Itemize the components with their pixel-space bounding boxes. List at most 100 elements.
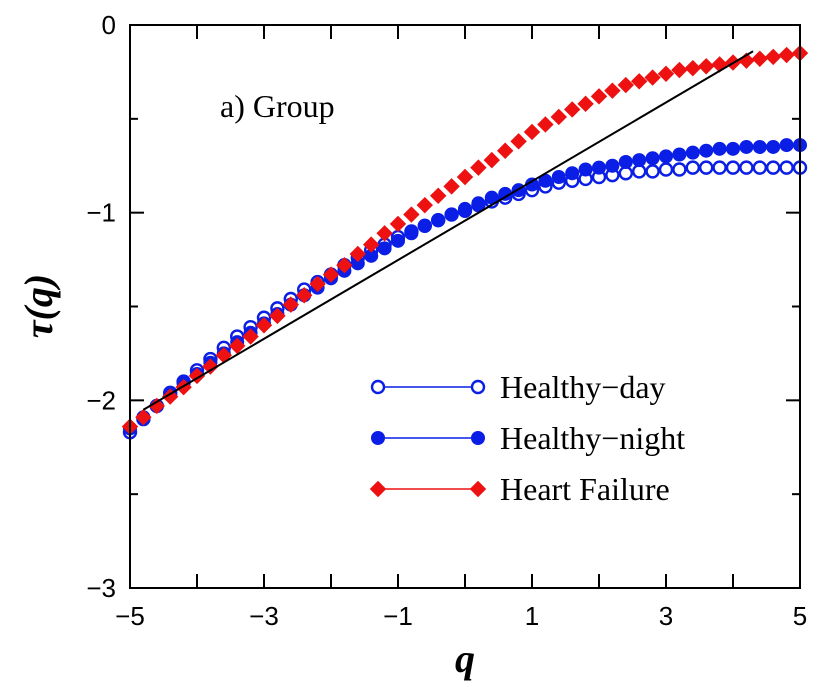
data-point — [645, 164, 660, 179]
data-point — [496, 142, 514, 159]
data-point — [577, 95, 594, 113]
tick-labels: −5 −3 −1 1 3 50−1−2−3 — [86, 10, 807, 631]
data-point — [671, 61, 688, 79]
data-point — [404, 226, 419, 241]
data-point — [592, 160, 606, 175]
data-point — [779, 138, 794, 153]
data-point — [228, 337, 246, 355]
data-point — [565, 166, 580, 181]
data-point — [630, 73, 648, 90]
data-point — [658, 162, 674, 177]
x-tick-label: 5 — [793, 601, 807, 631]
data-point — [389, 215, 407, 233]
data-point — [685, 145, 700, 160]
data-point — [617, 76, 635, 94]
data-point — [657, 65, 675, 83]
data-point — [712, 141, 727, 156]
legend-marker — [470, 379, 486, 395]
plot-content — [121, 44, 809, 440]
data-point — [483, 151, 501, 169]
x-tick-label: −5 — [115, 601, 145, 631]
chart-annotation: a) Group — [220, 88, 335, 124]
data-point — [551, 170, 566, 185]
data-point — [416, 196, 434, 214]
data-point — [550, 108, 568, 126]
y-axis-title: τ(q) — [16, 274, 61, 338]
data-point — [148, 397, 166, 415]
data-point — [751, 50, 769, 67]
data-point — [684, 59, 702, 77]
legend-marker — [371, 431, 385, 445]
data-point — [510, 133, 527, 150]
legend-marker — [370, 379, 386, 395]
data-point — [618, 154, 633, 169]
data-point — [362, 236, 380, 253]
y-tick-label: −2 — [86, 385, 116, 415]
data-point — [632, 153, 647, 168]
data-point — [605, 158, 620, 173]
data-point — [645, 151, 660, 166]
data-point — [309, 275, 326, 293]
data-point — [779, 160, 794, 175]
data-point — [752, 139, 767, 154]
reference-line — [142, 50, 754, 411]
data-point — [322, 266, 340, 283]
data-point — [712, 160, 727, 175]
data-point — [336, 257, 353, 274]
x-tick-label: 1 — [525, 601, 539, 631]
x-tick-label: −3 — [249, 601, 279, 631]
legend-label: Healthy−night — [500, 420, 685, 456]
data-point — [685, 160, 700, 175]
data-point — [377, 241, 392, 256]
data-point — [349, 245, 367, 263]
x-axis-title: q — [455, 636, 475, 681]
data-point — [471, 196, 486, 211]
data-point — [376, 225, 393, 242]
data-point — [429, 187, 447, 204]
legend-label: Healthy−day — [500, 369, 666, 405]
data-point — [659, 149, 673, 164]
data-point — [456, 168, 474, 186]
legend-marker — [469, 480, 487, 498]
data-point — [632, 164, 647, 179]
data-point — [739, 160, 754, 175]
data-point — [458, 201, 472, 216]
data-point — [764, 48, 782, 66]
data-point — [726, 141, 740, 156]
data-point — [242, 328, 259, 345]
data-point — [563, 101, 581, 118]
y-tick-label: −1 — [86, 198, 116, 228]
data-point — [431, 213, 446, 228]
data-point — [255, 317, 273, 334]
data-point — [523, 123, 541, 141]
data-point — [295, 287, 313, 304]
data-point — [537, 116, 554, 133]
data-point — [202, 358, 219, 375]
data-point — [672, 162, 687, 177]
series-2 — [121, 44, 809, 435]
data-point — [672, 147, 687, 162]
data-point — [766, 160, 781, 175]
y-tick-label: −3 — [86, 573, 116, 603]
data-point — [739, 139, 754, 154]
data-point — [403, 206, 420, 223]
data-point — [578, 162, 593, 177]
data-point — [443, 178, 460, 195]
data-point — [470, 159, 487, 176]
data-point — [391, 233, 405, 248]
data-point — [725, 160, 741, 175]
legend-marker — [369, 480, 387, 498]
data-point — [711, 56, 728, 73]
x-tick-label: −1 — [383, 601, 413, 631]
data-point — [282, 296, 300, 313]
data-point — [752, 160, 767, 175]
legend: Healthy−day Healthy−night Heart Failure — [369, 369, 685, 507]
data-point — [590, 88, 608, 105]
data-point — [766, 139, 781, 154]
data-point — [778, 46, 795, 64]
data-point — [135, 409, 152, 426]
data-point — [444, 207, 459, 222]
legend-marker — [471, 431, 485, 445]
y-tick-label: 0 — [102, 10, 116, 40]
